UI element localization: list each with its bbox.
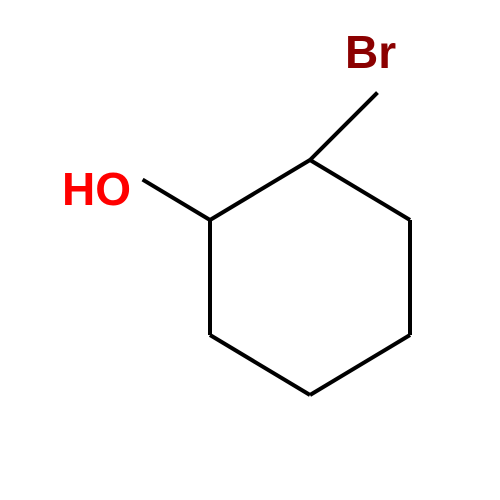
bond-to-br [310,93,377,160]
br-label: Br [345,26,396,78]
ring-bond-3 [310,335,410,395]
ring-bond-4 [210,335,310,395]
molecule-diagram: Br HO [0,0,500,500]
bond-to-oh [143,180,210,220]
oh-label: HO [62,163,131,215]
ring-bond-0 [210,160,310,220]
ring-bond-1 [310,160,410,220]
